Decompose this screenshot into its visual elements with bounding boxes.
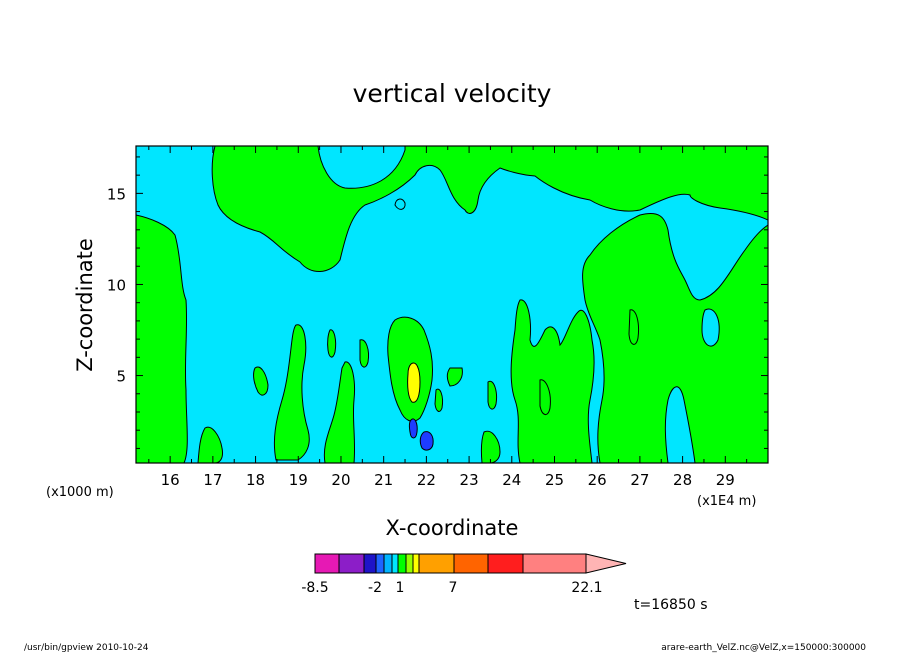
x-tick-label: 25	[545, 471, 564, 489]
x-tick-label: 16	[161, 471, 180, 489]
col-green-3	[323, 361, 356, 463]
chart-title: vertical velocity	[353, 79, 552, 108]
x-tick-label: 17	[203, 471, 222, 489]
x-tick-label: 22	[417, 471, 436, 489]
colorbar-label: 7	[449, 580, 458, 596]
colorbar	[314, 553, 627, 574]
x-unit-label: (x1E4 m)	[697, 494, 756, 509]
colorbar-segment	[522, 553, 587, 574]
colorbar-label: -2	[368, 580, 382, 596]
plot-frame	[135, 145, 769, 464]
colorbar-segment	[487, 553, 524, 574]
x-tick-label: 29	[716, 471, 735, 489]
col-green-10	[480, 430, 501, 463]
strong-updraft-cell	[407, 362, 421, 403]
y-tick-label: 15	[107, 185, 126, 203]
right-green-hole	[701, 308, 720, 347]
colorbar-segment	[391, 553, 399, 574]
colorbar-segment	[397, 553, 407, 574]
left-green-region	[136, 214, 188, 463]
footer-left: /usr/bin/gpview 2010-10-24	[24, 643, 149, 653]
feature-cells	[407, 362, 434, 451]
downdraft-cell-1	[408, 418, 418, 439]
x-tick-label: 28	[673, 471, 692, 489]
downdraft-cell-2	[419, 431, 434, 451]
x-tick-label: 24	[502, 471, 521, 489]
x-tick-label: 26	[588, 471, 607, 489]
x-tick-label: 21	[374, 471, 393, 489]
colorbar-segment	[338, 553, 365, 574]
colorbar-labels: -8.5 -2 1 7 22.1	[301, 580, 602, 596]
colorbar-label: 1	[396, 580, 405, 596]
x-tick-labels: 16 17 18 19 20 21 22 23 24 25 26 27 28 29	[161, 471, 735, 489]
colorbar-segment	[375, 553, 385, 574]
colorbar-segment	[453, 553, 489, 574]
col-green-5	[253, 366, 269, 396]
colorbar-label: -8.5	[301, 580, 328, 596]
upper-green-hole	[394, 198, 406, 210]
x-tick-label: 18	[246, 471, 265, 489]
y-unit-label: (x1000 m)	[46, 485, 114, 500]
colorbar-segment	[314, 553, 340, 574]
col-green-9	[487, 380, 497, 410]
updraft-regions	[136, 146, 768, 463]
right-green-region	[582, 213, 768, 463]
col-green-8	[359, 339, 369, 368]
time-label: t=16850 s	[634, 597, 708, 613]
colorbar-segment	[383, 553, 393, 574]
colorbar-segment	[405, 553, 414, 574]
colorbar-extension	[585, 553, 627, 574]
y-tick-labels: 5 10 15	[107, 185, 126, 385]
x-tick-label: 19	[289, 471, 308, 489]
col-green-11	[434, 388, 443, 412]
x-tick-label: 23	[460, 471, 479, 489]
col-green-6	[197, 426, 223, 463]
plot-area	[136, 146, 768, 463]
x-tick-label: 20	[331, 471, 350, 489]
x-tick-label: 27	[630, 471, 649, 489]
colorbar-segment	[363, 553, 377, 574]
colorbar-segment	[412, 553, 420, 574]
mid-right-green	[510, 299, 595, 463]
col-green-4	[327, 329, 337, 358]
upper-green-region	[211, 146, 768, 272]
colorbar-label: 22.1	[571, 580, 602, 596]
axis-ticks	[136, 146, 768, 463]
y-axis-label: Z-coordinate	[73, 238, 97, 372]
footer-right: arare-earth_VelZ.nc@VelZ,x=150000:300000	[661, 643, 866, 653]
y-tick-label: 5	[116, 368, 126, 386]
colorbar-segment	[418, 553, 455, 574]
col-green-12	[539, 379, 551, 415]
y-tick-label: 10	[107, 276, 126, 294]
col-green-13	[628, 309, 639, 345]
x-axis-label: X-coordinate	[386, 516, 519, 540]
col-green-7	[446, 367, 463, 387]
